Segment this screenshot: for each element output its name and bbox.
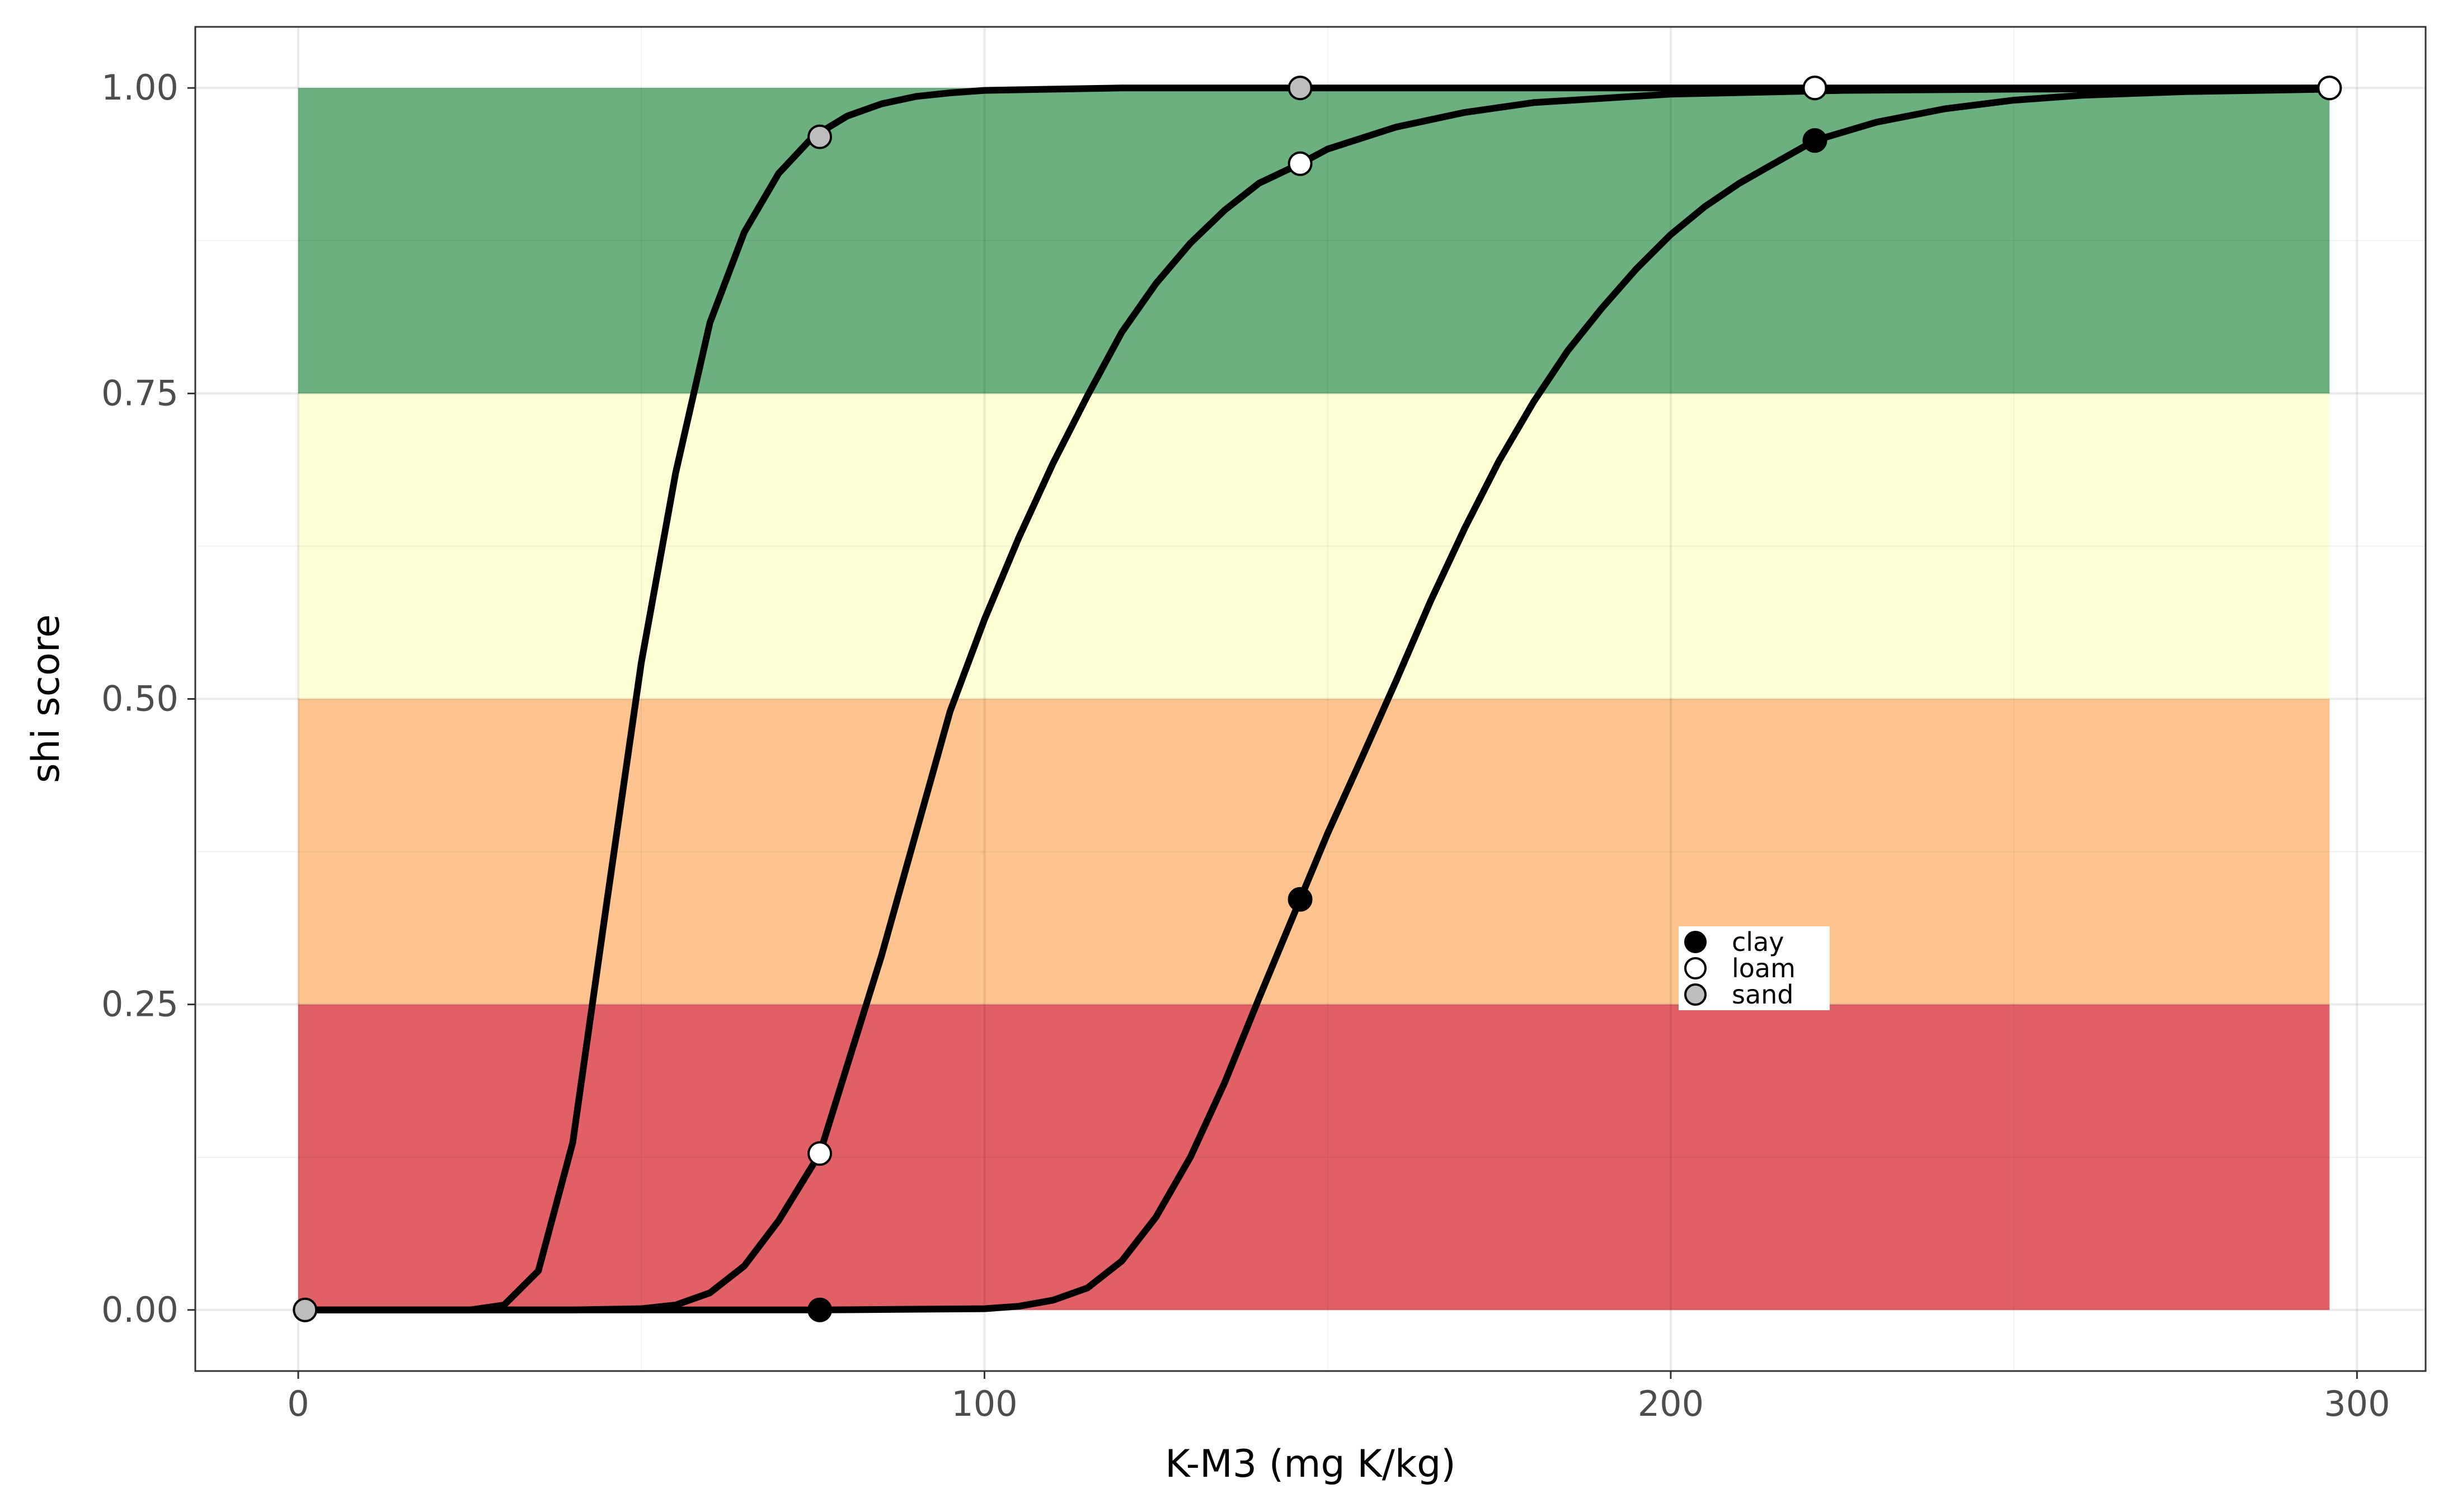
x-tick-label: 300 bbox=[2324, 1383, 2390, 1424]
point-loam bbox=[1802, 76, 1827, 101]
band-2 bbox=[298, 393, 2330, 699]
point-clay bbox=[1802, 128, 1827, 153]
x-tick-label: 0 bbox=[287, 1383, 309, 1424]
legend-label-loam: loam bbox=[1732, 953, 1796, 983]
y-tick-label: 0.00 bbox=[101, 1289, 178, 1330]
x-axis: 0 100 200 300 bbox=[287, 1371, 2390, 1424]
y-tick-label: 0.50 bbox=[101, 679, 178, 719]
legend-label-clay: clay bbox=[1732, 927, 1784, 957]
background-bands bbox=[298, 88, 2330, 1310]
point-clay bbox=[807, 1297, 833, 1322]
legend-marker-loam bbox=[1684, 957, 1707, 979]
band-1 bbox=[298, 699, 2330, 1005]
y-axis: 0.00 0.25 0.50 0.75 1.00 bbox=[101, 67, 195, 1330]
point-loam bbox=[1288, 151, 1313, 176]
series-line-loam bbox=[302, 84, 2333, 1313]
legend-label-sand: sand bbox=[1732, 979, 1794, 1010]
series-line-clay bbox=[302, 86, 2333, 1313]
point-loam bbox=[807, 1141, 833, 1166]
series-line-sand bbox=[302, 84, 2333, 1313]
legend-marker-clay bbox=[1684, 931, 1707, 953]
band-3 bbox=[298, 88, 2330, 394]
point-clay bbox=[1288, 887, 1313, 912]
series-points bbox=[293, 76, 2342, 1322]
y-tick-label: 0.75 bbox=[101, 373, 178, 413]
series-lines bbox=[302, 84, 2333, 1313]
point-loam bbox=[2317, 76, 2342, 101]
band-0 bbox=[298, 1004, 2330, 1310]
legend-marker-sand bbox=[1684, 983, 1707, 1006]
point-sand bbox=[1288, 76, 1313, 101]
x-axis-title: K-M3 (mg K/kg) bbox=[1165, 1442, 1456, 1486]
x-tick-label: 100 bbox=[951, 1383, 1017, 1424]
y-tick-label: 0.25 bbox=[101, 984, 178, 1025]
point-sand bbox=[293, 1297, 318, 1322]
y-tick-label: 1.00 bbox=[101, 67, 178, 108]
y-axis-title: shi score bbox=[24, 614, 68, 783]
x-tick-label: 200 bbox=[1638, 1383, 1704, 1424]
point-sand bbox=[807, 124, 833, 149]
